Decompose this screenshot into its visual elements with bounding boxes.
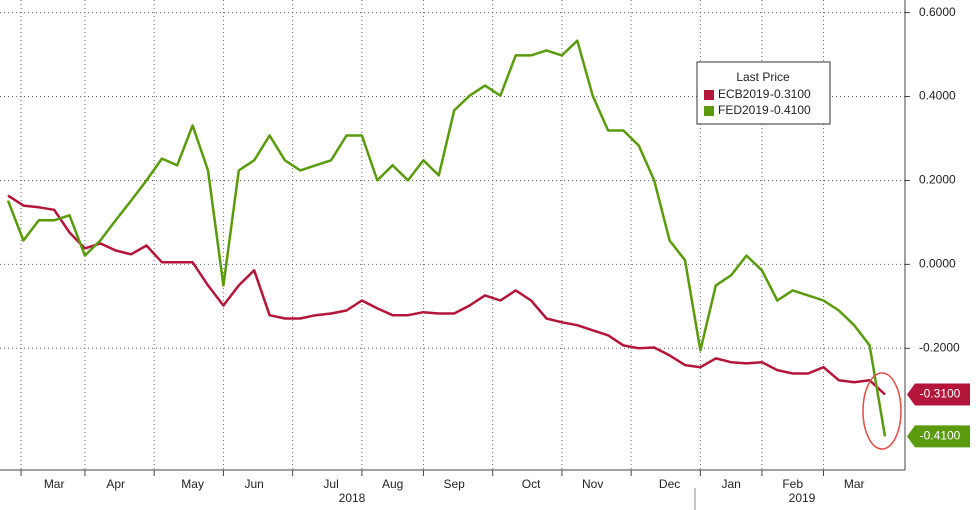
x-tick-label: Oct: [522, 477, 541, 491]
legend-swatch: [704, 106, 714, 116]
year-label: 2018: [339, 491, 366, 505]
x-tick-label: May: [181, 477, 204, 491]
last-price-label: -0.4100: [920, 429, 961, 443]
x-tick-label: Sep: [444, 477, 466, 491]
x-tick-label: Dec: [659, 477, 680, 491]
x-tick-label: Mar: [844, 477, 865, 491]
legend-label: ECB2019: [718, 87, 770, 101]
y-tick-label: 0.0000: [919, 257, 956, 271]
x-tick-label: Jun: [244, 477, 263, 491]
last-price-tag: [907, 383, 970, 406]
x-tick-label: Jul: [323, 477, 338, 491]
x-tick-label: Aug: [382, 477, 403, 491]
legend-box: [696, 61, 831, 125]
y-tick-label: 0.2000: [919, 173, 956, 187]
x-tick-label: Feb: [782, 477, 803, 491]
series-line: [6, 39, 887, 437]
x-tick-label: Mar: [44, 477, 65, 491]
last-price-tag: [907, 425, 970, 448]
legend-value: -0.3100: [770, 87, 811, 101]
x-tick-label: Jan: [721, 477, 740, 491]
legend-swatch: [704, 90, 714, 100]
x-tick-label: Nov: [582, 477, 603, 491]
year-label: 2019: [789, 491, 816, 505]
x-tick-label: Apr: [106, 477, 125, 491]
legend-label: FED2019: [718, 103, 769, 117]
last-price-label: -0.3100: [920, 387, 961, 401]
highlight-circle: [862, 372, 902, 450]
y-tick-label: 0.4000: [919, 89, 956, 103]
series-line: [7, 194, 886, 396]
y-tick-label: -0.2000: [919, 340, 960, 354]
legend-value: -0.4100: [770, 103, 811, 117]
legend-title: Last Price: [736, 70, 790, 84]
y-tick-label: 0.6000: [919, 5, 956, 19]
